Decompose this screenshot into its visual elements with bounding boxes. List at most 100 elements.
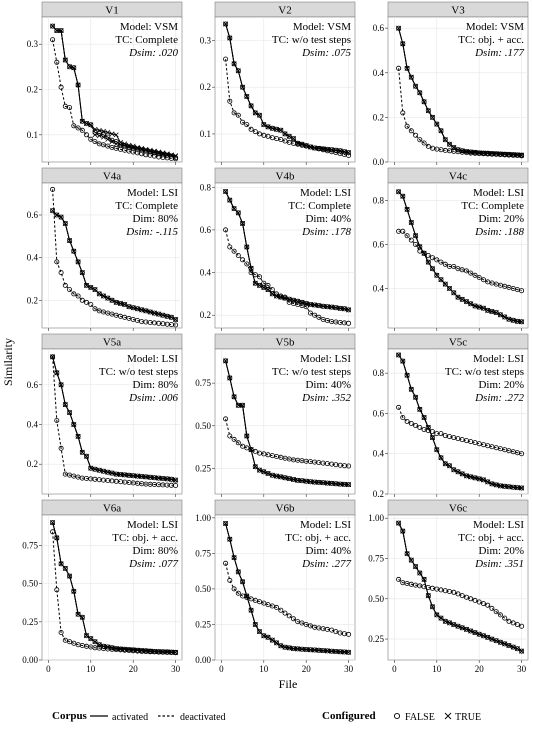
panel-annotation: Model: LSI [300, 519, 351, 531]
point-marker-true [341, 306, 347, 312]
point-marker-true [438, 615, 444, 621]
panel-annotation: Dsim: -.115 [125, 226, 178, 238]
point-marker-true [101, 293, 106, 299]
point-marker-true [425, 425, 431, 430]
point-marker-true [519, 319, 525, 325]
point-marker-true [396, 352, 402, 358]
point-marker-true [434, 447, 440, 453]
point-marker-true [434, 121, 440, 127]
point-marker-false [88, 636, 94, 642]
point-marker-false [244, 595, 250, 601]
point-marker-true [168, 476, 174, 482]
point-marker-true [404, 551, 410, 557]
point-marker-false [50, 37, 56, 43]
panel-annotation: TC: w/o test steps [99, 366, 178, 378]
point-marker-true [404, 206, 410, 212]
point-marker-true [493, 482, 499, 488]
point-marker-true [257, 467, 262, 473]
legend-true-label: TRUE [455, 712, 481, 723]
point-marker-true [464, 626, 469, 632]
point-marker-true [291, 477, 296, 482]
point-marker-true [235, 569, 241, 575]
point-marker-true [96, 127, 102, 133]
point-marker-true [240, 579, 246, 585]
point-marker-true [67, 238, 73, 244]
panel-title: V4c [449, 171, 467, 183]
point-marker-true [135, 145, 140, 151]
point-marker-false [240, 593, 246, 599]
point-marker-false [54, 417, 60, 423]
point-marker-true [54, 28, 60, 34]
point-marker-true [324, 648, 330, 654]
panel-annotation: Dim: 40% [305, 545, 351, 557]
point-marker-false [434, 447, 440, 453]
point-marker-true [160, 151, 166, 157]
point-marker-true [346, 649, 352, 655]
point-marker-false [438, 431, 444, 437]
point-marker-true [168, 649, 174, 655]
point-marker-true [118, 142, 123, 148]
panel-title: V3 [451, 5, 465, 17]
point-marker-false [476, 599, 482, 605]
panel-title: V5c [449, 337, 467, 349]
y-tick-label: 0.1 [200, 129, 211, 139]
point-marker-true [164, 151, 170, 157]
point-marker-false [54, 259, 60, 265]
point-marker-true [413, 564, 419, 570]
panel-v6a: V6a 0.00 0.25 0.50 0.75 0 10 20 30 Model: LSITC: … [22, 499, 183, 674]
panel-annotation: Model: LSI [127, 519, 178, 531]
point-marker-false [227, 98, 233, 104]
point-marker-false [400, 358, 406, 364]
point-marker-true [506, 316, 512, 322]
point-marker-true [346, 307, 352, 313]
point-marker-true [468, 628, 474, 634]
point-marker-false [408, 557, 414, 563]
legend-true-marker [444, 712, 452, 720]
point-marker-true [316, 303, 322, 309]
point-marker-false [269, 637, 275, 643]
point-marker-false [173, 482, 179, 488]
point-marker-true [346, 482, 352, 488]
point-marker-true [455, 469, 461, 475]
point-marker-false [278, 607, 284, 613]
point-marker-true [408, 557, 414, 563]
point-marker-false [67, 573, 73, 579]
point-marker-true [113, 471, 119, 477]
panel-annotation: TC: obj. + acc. [458, 532, 524, 544]
point-marker-false [67, 105, 73, 111]
y-tick-label: 0.00 [195, 655, 211, 665]
point-marker-true [257, 112, 262, 118]
point-marker-true [404, 372, 410, 378]
point-marker-true [71, 248, 77, 254]
point-marker-false [244, 261, 250, 267]
point-marker-true [455, 294, 461, 300]
point-marker-true [88, 465, 94, 471]
point-marker-false [417, 424, 423, 430]
point-marker-true [303, 478, 309, 484]
point-marker-false [240, 84, 246, 90]
point-marker-true [265, 287, 271, 293]
point-marker-false [58, 445, 64, 451]
point-marker-true [333, 147, 339, 153]
point-marker-true [122, 141, 128, 147]
point-marker-false [413, 422, 419, 428]
x-tick-label: 0 [46, 664, 51, 674]
point-marker-true [278, 127, 284, 133]
point-marker-true [468, 474, 474, 480]
y-tick-label: 0.3 [27, 39, 39, 49]
point-marker-true [113, 646, 119, 652]
point-marker-true [130, 305, 136, 311]
plot-frame [214, 348, 356, 495]
point-marker-true [506, 151, 512, 157]
panel-annotation: Model: LSI [473, 187, 524, 199]
point-marker-false [235, 210, 241, 216]
point-marker-false [421, 576, 427, 582]
point-marker-false [252, 622, 258, 628]
point-marker-false [231, 586, 237, 592]
point-marker-true [147, 474, 153, 480]
point-marker-false [400, 414, 406, 420]
panel-annotation: Dim: 80% [132, 545, 178, 557]
point-marker-false [510, 620, 516, 626]
